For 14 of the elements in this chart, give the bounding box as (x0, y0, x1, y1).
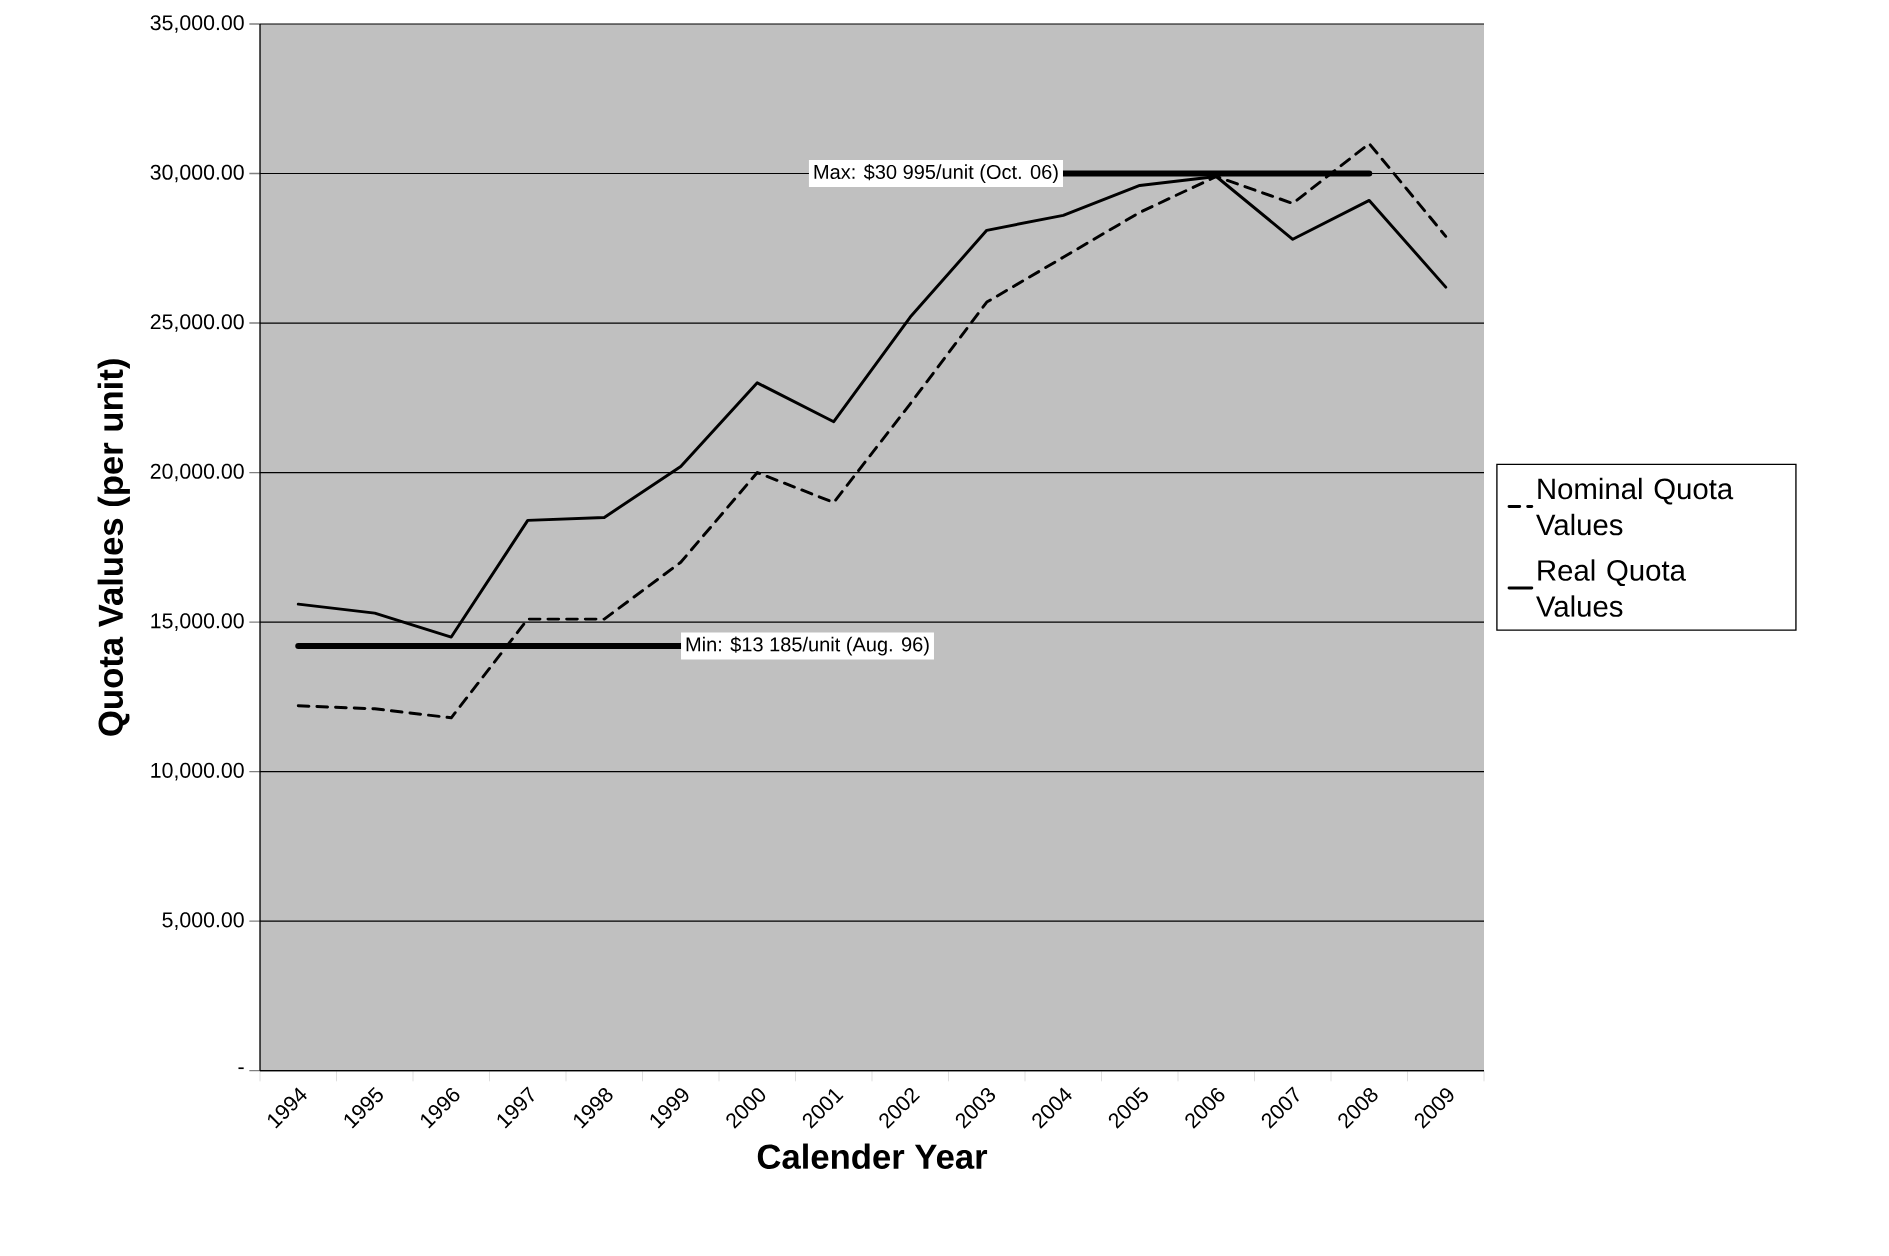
y-axis-title: Quota Values (per unit) (97, 359, 130, 736)
y-tick-label: 15,000.00 (151, 613, 244, 631)
y-tick-label: 10,000.00 (151, 762, 244, 781)
y-tick-label: - (238, 1067, 244, 1070)
y-tick-label: 20,000.00 (150, 463, 244, 482)
y-tick-label: 35,000.00 (150, 15, 244, 33)
annotation: Min: $13 185/unit (Aug. 96) (686, 636, 929, 656)
legend-label: Nominal Quota Values (1536, 477, 1734, 536)
x-axis-title: Calender Year (757, 1143, 988, 1169)
annotation: Max: $30 995/unit (Oct. 06) (814, 164, 1058, 183)
y-tick-label: 30,000.00 (150, 164, 244, 183)
y-tick-label: 25,000.00 (150, 314, 244, 332)
legend-label: Real Quota Values (1536, 559, 1686, 617)
y-tick-label: 5,000.00 (162, 912, 244, 930)
